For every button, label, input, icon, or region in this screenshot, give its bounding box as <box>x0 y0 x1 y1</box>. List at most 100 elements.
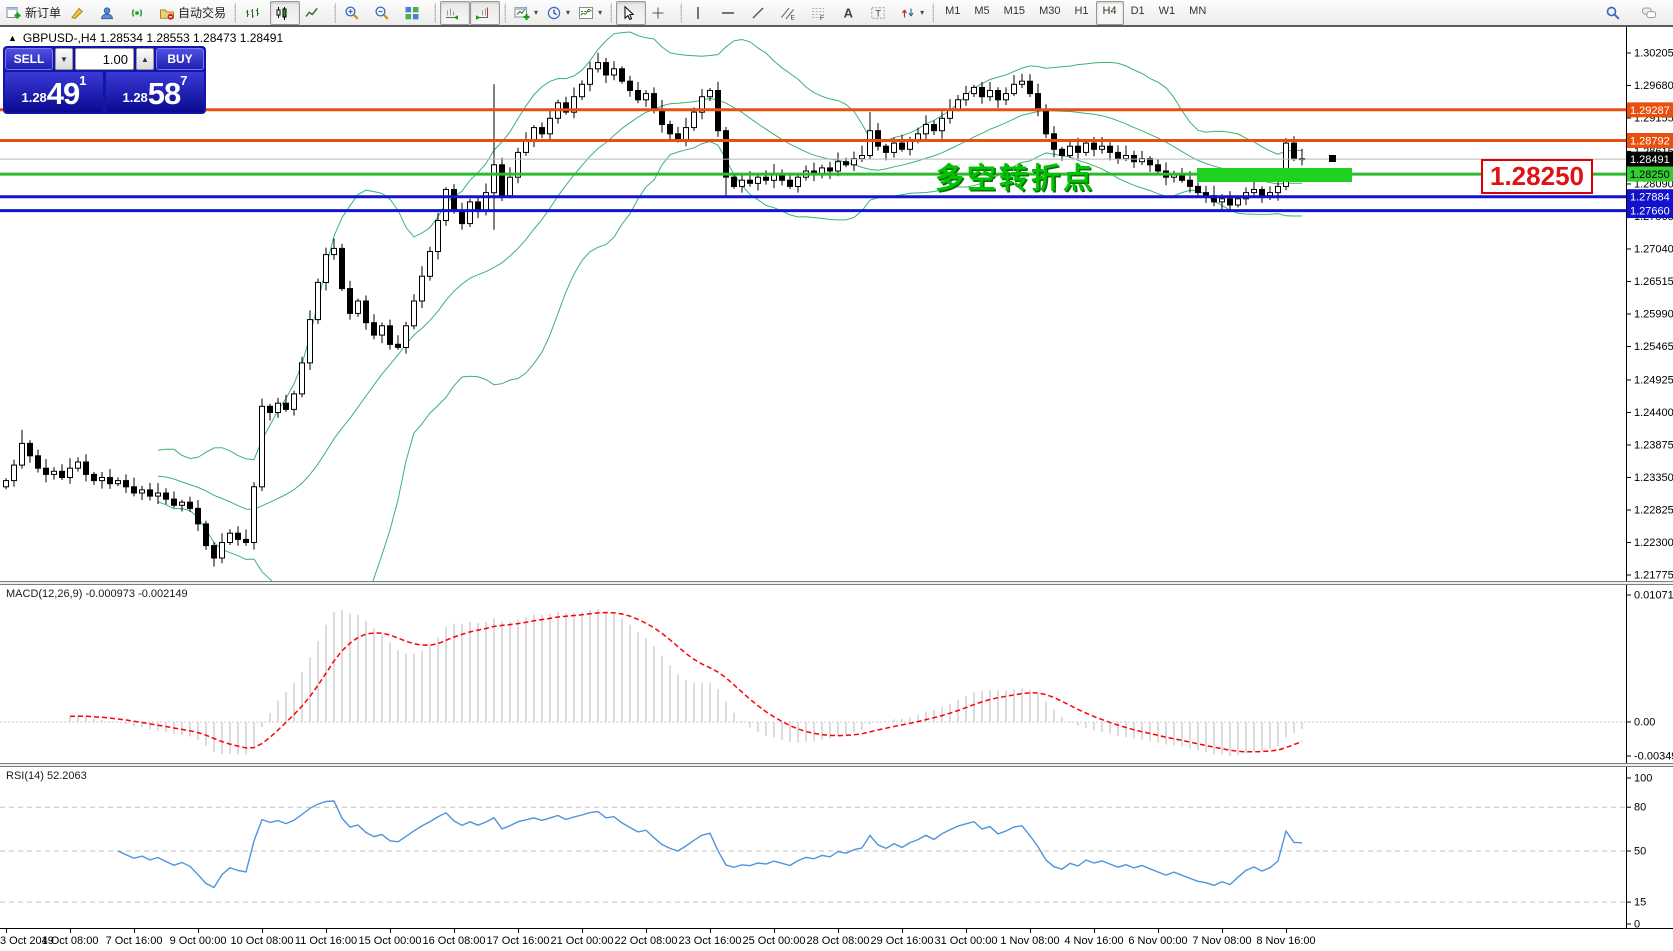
macd-panel[interactable]: MACD(12,26,9) -0.000973 -0.002149 0.0107… <box>0 585 1673 763</box>
panel-splitter[interactable] <box>0 763 1673 767</box>
highlight-rectangle[interactable] <box>1197 168 1352 182</box>
macd-axis-label: -0.003492 <box>1634 751 1673 763</box>
price-line-badge: 1.28250 <box>1630 169 1670 181</box>
main-chart-panel[interactable]: 1.302051.296801.291551.286151.280901.275… <box>0 27 1673 642</box>
macd-axis-label: 0.00 <box>1634 717 1655 729</box>
community-button[interactable] <box>95 1 125 25</box>
autotrading-button[interactable]: 自动交易 <box>155 1 230 25</box>
time-axis-label: 29 Oct 16:00 <box>870 935 934 947</box>
volume-decrease-button[interactable]: ▼ <box>55 48 73 70</box>
time-tick <box>454 929 455 933</box>
time-tick <box>518 929 519 933</box>
toolbar-group <box>616 0 676 26</box>
price-tick-label: 1.29680 <box>1634 80 1673 92</box>
vertical-line-button[interactable] <box>686 1 716 25</box>
bar-chart-button[interactable] <box>240 1 270 25</box>
price-tick-label: 1.24400 <box>1634 407 1673 419</box>
crosshair-button[interactable] <box>646 1 676 25</box>
auto-scroll-button[interactable] <box>440 0 471 25</box>
macd-label: MACD(12,26,9) -0.000973 -0.002149 <box>6 588 188 600</box>
new-chart-button[interactable]: ▾ <box>510 1 542 25</box>
symbol-ohlc-text: GBPUSD-,H4 1.28534 1.28553 1.28473 1.284… <box>22 31 284 45</box>
arrows-button[interactable]: ▾ <box>896 1 928 25</box>
timeframe-m15[interactable]: M15 <box>1003 4 1026 17</box>
symbol-info-bar: ▲ GBPUSD-,H4 1.28534 1.28553 1.28473 1.2… <box>8 31 283 45</box>
chart-shift-icon <box>476 7 489 20</box>
time-tick <box>838 929 839 933</box>
timeframe-m1[interactable]: M1 <box>945 4 961 17</box>
candlestick-chart-icon <box>276 6 287 20</box>
buy-price[interactable]: 1.28 58 7 <box>106 72 204 112</box>
zoom-out-button[interactable] <box>370 1 400 25</box>
signals-icon <box>131 8 143 17</box>
toolbar-group <box>340 0 430 26</box>
volume-input[interactable] <box>75 48 134 70</box>
main-chart-canvas[interactable]: 1.302051.296801.291551.286151.280901.275… <box>0 27 1673 642</box>
time-axis-label: 4 Oct 08:00 <box>41 935 99 947</box>
chart-shift-button[interactable] <box>470 0 501 25</box>
svg-text:F: F <box>820 15 824 21</box>
timeframe-h1[interactable]: H1 <box>1074 4 1089 17</box>
text-button[interactable]: A <box>836 1 866 25</box>
horizontal-line-button[interactable] <box>716 1 746 25</box>
toolbar-separator <box>234 2 237 23</box>
candlestick-chart-button[interactable] <box>270 0 301 25</box>
time-tick <box>582 929 583 933</box>
search-button[interactable] <box>1601 1 1631 25</box>
zoom-in-icon <box>345 5 359 20</box>
signals-button[interactable] <box>125 1 155 25</box>
time-axis-label: 31 Oct 00:00 <box>934 935 998 947</box>
time-tick <box>710 929 711 933</box>
time-axis-label: 25 Oct 00:00 <box>742 935 806 947</box>
price-line-badge: 1.28491 <box>1630 154 1670 166</box>
chevron-down-icon: ▾ <box>920 8 925 17</box>
rsi-canvas[interactable]: 100 80 50 15 0 <box>0 767 1673 931</box>
time-axis[interactable]: 3 Oct 2019 4 Oct 08:00 7 Oct 16:00 9 Oct 00… <box>0 928 1673 951</box>
time-axis-label: 8 Nov 16:00 <box>1256 935 1316 947</box>
toolbar-group: E F A T ▾ <box>686 0 928 26</box>
zoom-in-button[interactable] <box>340 1 370 25</box>
text-label-icon: T <box>871 6 885 19</box>
tile-windows-button[interactable] <box>400 1 430 25</box>
text-label-button[interactable]: T <box>866 1 896 25</box>
toolbar-group: 新订单 自动交易 <box>2 0 230 26</box>
time-tick <box>1158 929 1159 933</box>
sell-button[interactable]: SELL <box>5 48 53 70</box>
auto-scroll-icon <box>446 8 459 20</box>
time-tick <box>646 929 647 933</box>
equidistant-channel-button[interactable]: E <box>776 1 806 25</box>
cursor-button[interactable] <box>616 0 647 25</box>
time-axis-label: 28 Oct 08:00 <box>806 935 870 947</box>
sell-price[interactable]: 1.28 49 1 <box>5 72 103 112</box>
buy-button[interactable]: BUY <box>156 48 204 70</box>
community-icon <box>101 6 113 19</box>
panel-collapse-arrow[interactable]: ▲ <box>8 33 17 43</box>
macd-canvas[interactable]: 0.010719 0.00 -0.003492 <box>0 585 1673 763</box>
timeframe-h4[interactable]: H4 <box>1095 0 1124 25</box>
line-anchor-marker[interactable] <box>1329 155 1336 162</box>
price-callout-box[interactable]: 1.28250 <box>1481 159 1593 194</box>
timeframe-w1[interactable]: W1 <box>1158 4 1176 17</box>
new-order-button-label: 新订单 <box>25 6 62 20</box>
time-axis-label: 16 Oct 08:00 <box>422 935 486 947</box>
line-chart-button[interactable] <box>300 1 330 25</box>
chart-annotation-text[interactable]: 多空转折点 <box>935 163 1096 195</box>
timeframe-mn[interactable]: MN <box>1189 4 1207 17</box>
fibonacci-button[interactable]: F <box>806 1 836 25</box>
timeframe-m5[interactable]: M5 <box>974 4 990 17</box>
timeframe-d1[interactable]: D1 <box>1130 4 1145 17</box>
chart-profiles-button[interactable]: ▾ <box>542 1 574 25</box>
panel-splitter[interactable] <box>0 581 1673 585</box>
timeframe-m30[interactable]: M30 <box>1039 4 1061 17</box>
new-order-button[interactable]: 新订单 <box>2 1 65 25</box>
metaeditor-button[interactable] <box>65 1 95 25</box>
time-axis-label: 7 Nov 08:00 <box>1192 935 1252 947</box>
volume-increase-button[interactable]: ▲ <box>136 48 154 70</box>
indicators-button[interactable]: ▾ <box>574 1 606 25</box>
trendline-button[interactable] <box>746 1 776 25</box>
chat-button[interactable] <box>1637 1 1667 25</box>
chat-icon <box>1642 7 1657 18</box>
horizontal-line-icon <box>722 11 735 14</box>
rsi-panel[interactable]: RSI(14) 52.2063 100 80 50 15 0 <box>0 767 1673 931</box>
